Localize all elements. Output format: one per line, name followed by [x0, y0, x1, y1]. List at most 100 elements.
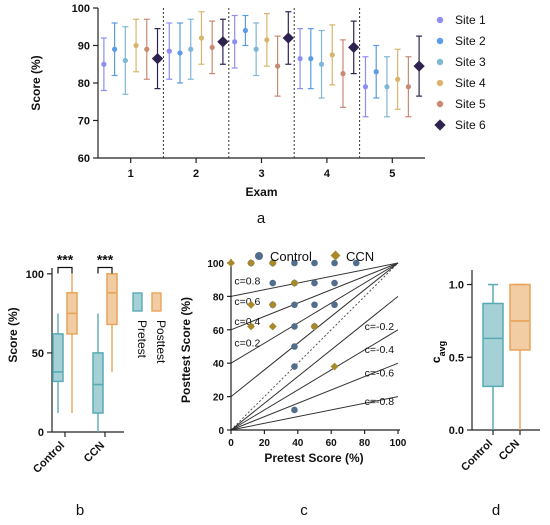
panel-a-point — [112, 46, 118, 52]
panel-a-point — [318, 61, 325, 67]
panel-b-box — [106, 273, 118, 326]
panel-a-y-tick-label: 100 — [72, 3, 90, 15]
panel-b-significance-label: *** — [57, 251, 74, 267]
panel-a-point — [209, 44, 215, 50]
panel-d-x-tick-label: Control — [459, 438, 495, 474]
panel-a-y-axis-label: Score (%) — [29, 55, 43, 110]
panel-a-x-tick-label: 2 — [193, 168, 199, 180]
panel-a-point — [373, 69, 379, 75]
panel-a-point — [188, 46, 194, 52]
panel-c-y-axis-label: Posttest Score (%) — [179, 297, 193, 403]
panel-a-legend-marker — [434, 119, 446, 131]
panel-a-point — [264, 37, 270, 43]
panel-c-reference-line — [230, 262, 399, 364]
panel-b-x-tick-label: CCN — [82, 440, 107, 465]
panel-a-point — [166, 48, 172, 54]
panel-c-reference-line — [230, 396, 399, 431]
panel-d-y-tick-label: 0.5 — [449, 352, 464, 364]
panel-b-significance-bracket — [97, 266, 113, 274]
panel-a-point — [177, 50, 183, 56]
panel-a-point — [198, 35, 205, 41]
panel-a-x-tick-label: 3 — [258, 168, 264, 180]
panel-b-legend-label-posttest: Posttest — [154, 320, 168, 364]
panel-a-point — [362, 84, 369, 90]
panel-c-point-control — [311, 301, 318, 309]
panel-b-box — [52, 333, 64, 383]
panel-c-letter: c — [300, 502, 308, 519]
panel-a-point-diamond — [413, 60, 425, 72]
panel-c-x-tick-label: 80 — [359, 438, 371, 449]
panel-b-legend-label-pretest: Pretest — [135, 320, 149, 359]
panel-a-x-tick-label: 4 — [324, 168, 331, 180]
panel-b-y-tick-label: 100 — [26, 269, 44, 281]
panel-a-y-tick-label: 70 — [78, 116, 90, 128]
panel-c-point-ccn — [268, 300, 277, 309]
panel-a-legend-marker — [436, 79, 444, 87]
panel-c-y-tick-label: 40 — [213, 359, 225, 370]
panel-b-significance-bracket — [57, 266, 73, 274]
panel-c-reference-label: c=-0.6 — [365, 368, 395, 380]
panel-c-reference-label: c=-0.4 — [365, 344, 395, 356]
panel-d-y-axis-label: cavg — [429, 341, 447, 363]
panel-a-legend-marker — [436, 16, 444, 24]
panel-a-y-tick-label: 60 — [78, 153, 90, 165]
panel-c-x-tick-label: 60 — [326, 438, 338, 449]
panel-c-point-control — [352, 259, 360, 267]
panel-c-point-ccn — [330, 362, 339, 371]
panel-a-legend-marker — [436, 37, 444, 45]
panel-a-x-tick-label: 5 — [389, 168, 395, 180]
panel-c-x-tick-label: 0 — [228, 438, 234, 449]
panel-a-x-tick-label: 1 — [128, 168, 134, 180]
panel-c-reference-line — [230, 262, 399, 297]
panel-d-y-tick-label: 0.0 — [449, 425, 464, 437]
panel-a-point — [297, 56, 303, 62]
panel-c-reference-label: c=-0.2 — [365, 321, 395, 333]
panel-b-y-tick-label: 0 — [38, 427, 44, 439]
panel-c-point-control — [331, 301, 338, 309]
panel-a-point — [340, 71, 346, 77]
panel-c-reference-label: c=0.4 — [234, 316, 260, 328]
panel-a-legend-label: Site 1 — [455, 13, 486, 27]
panel-a-x-axis-label: Exam — [245, 185, 277, 199]
panel-c-point-control — [291, 301, 298, 309]
panel-c-diagonal — [230, 262, 399, 431]
panel-a-legend-label: Site 2 — [455, 34, 486, 48]
panel-c-y-tick-label: 20 — [213, 393, 225, 404]
panel-a-point-diamond — [217, 36, 229, 48]
panel-c-y-tick-label: 80 — [213, 292, 225, 303]
panel-d-y-axis-label-main: c — [429, 356, 443, 363]
panel-c-reference-line — [230, 296, 399, 431]
panel-c-y-tick-label: 60 — [213, 326, 225, 337]
panel-c-point-control — [311, 279, 318, 287]
panel-d-letter: d — [492, 502, 500, 519]
panel-c-point-control — [291, 406, 298, 414]
panel-b-legend-marker-pretest — [132, 292, 143, 312]
panel-a-y-tick-label: 80 — [78, 78, 90, 90]
panel-d-x-tick-label: CCN — [497, 438, 522, 463]
panel-b-box — [92, 352, 104, 414]
panel-a-legend-label: Site 4 — [455, 76, 486, 90]
panel-c-y-tick-label: 0 — [218, 426, 224, 437]
panel-c-y-tick-label: 100 — [207, 259, 224, 270]
panel-c-legend-marker-ccn — [330, 250, 341, 261]
panel-c-point-control — [291, 363, 298, 370]
panel-c-x-tick-label: 20 — [259, 438, 271, 449]
panel-a-legend-label: Site 3 — [455, 55, 486, 69]
panel-a-point — [384, 84, 390, 90]
panel-a-point — [144, 46, 150, 52]
panel-c-x-axis-label: Pretest Score (%) — [264, 451, 363, 465]
panel-a-point — [133, 42, 139, 49]
panel-c-reference-label: c=0.8 — [234, 276, 260, 288]
panel-a-point — [101, 61, 107, 67]
panel-a-point — [232, 39, 238, 45]
panel-b-x-tick-label: Control — [31, 440, 67, 476]
panel-a-point-diamond — [348, 41, 360, 54]
panel-c-x-tick-label: 40 — [292, 438, 304, 449]
panel-c-point-ccn — [290, 279, 299, 287]
panel-a-y-tick-label: 90 — [78, 41, 90, 53]
panel-a-point — [274, 63, 281, 69]
panel-c-reference-line — [230, 262, 399, 331]
panel-d-y-axis-label-sub: avg — [437, 341, 447, 357]
